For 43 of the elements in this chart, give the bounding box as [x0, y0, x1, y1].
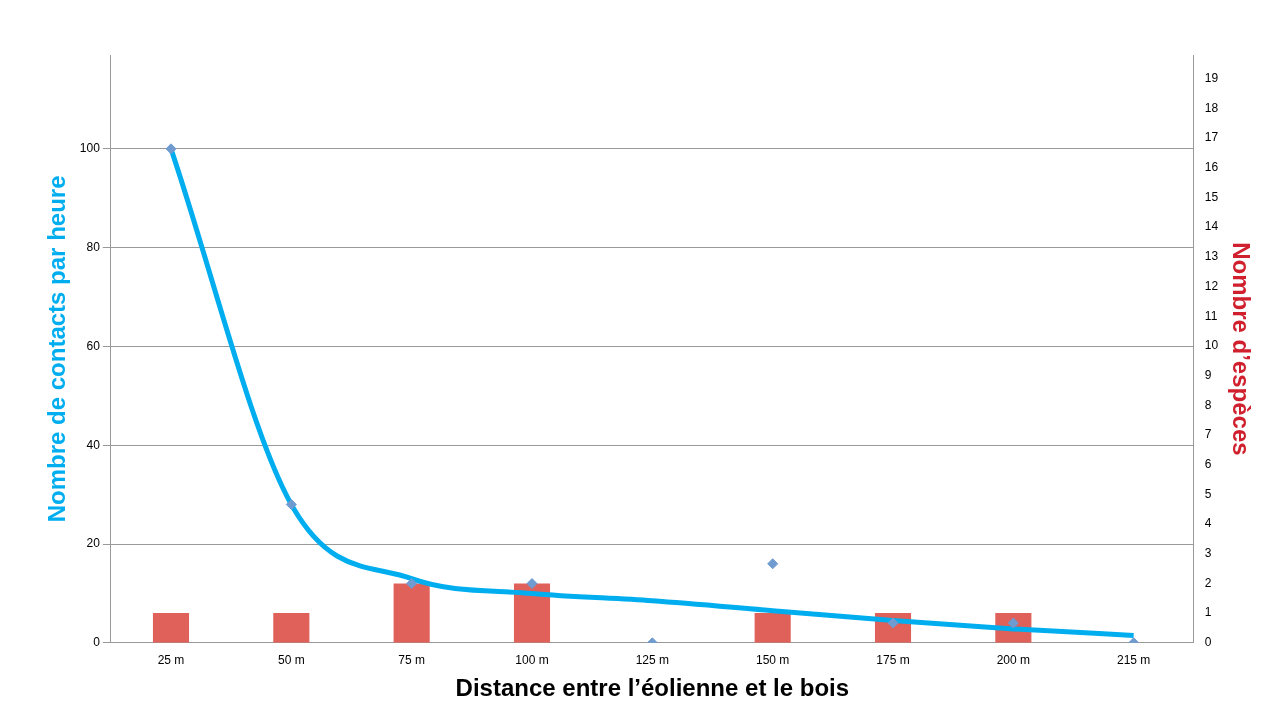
y-tick-label: 80 — [86, 239, 101, 254]
y2-tick-label: 9 — [1204, 367, 1212, 382]
y2-tick-label: 2 — [1204, 575, 1212, 590]
x-tick-label: 100 m — [515, 653, 549, 668]
y-tick-label: 0 — [93, 635, 101, 650]
y2-tick-label: 19 — [1204, 71, 1219, 86]
y-tick-label: 100 — [79, 141, 101, 156]
y2-tick-label: 11 — [1204, 308, 1218, 323]
point — [285, 498, 297, 510]
y2-tick-label: 5 — [1204, 486, 1212, 501]
y2-tick-label: 6 — [1204, 456, 1212, 471]
x-tick-label: 175 m — [876, 653, 910, 668]
y2-tick-label: 15 — [1204, 189, 1219, 204]
x-tick-label: 50 m — [277, 653, 305, 668]
y-tick-label: 20 — [86, 536, 101, 551]
y2-tick-label: 8 — [1204, 397, 1212, 412]
point — [165, 143, 177, 155]
y2-tick-label: 1 — [1204, 605, 1212, 620]
y2-tick-label: 3 — [1204, 546, 1212, 561]
x-tick-label: 150 m — [755, 653, 790, 668]
y2-tick-label: 10 — [1204, 338, 1219, 353]
y2-tick-label: 4 — [1204, 516, 1212, 531]
point — [526, 578, 538, 590]
y2-tick-label: 14 — [1204, 219, 1219, 234]
y-axis-title: Nombre de contacts par heure — [43, 175, 71, 523]
point — [767, 558, 779, 570]
y2-tick-label: 18 — [1204, 100, 1219, 115]
y2-tick-label: 13 — [1204, 249, 1219, 264]
y2-axis-title: Nombre d’espèces — [1227, 242, 1255, 456]
x-tick-label: 25 m — [157, 653, 185, 668]
y2-tick-label: 7 — [1204, 427, 1212, 442]
y2-tick-label: 17 — [1204, 130, 1219, 145]
y2-tick-label: 12 — [1204, 278, 1219, 293]
y2-tick-label: 16 — [1204, 160, 1219, 175]
y-tick-label: 60 — [86, 338, 101, 353]
y-tick-label: 40 — [86, 437, 101, 452]
x-axis-title: Distance entre l’éolienne et le bois — [455, 674, 850, 702]
point — [406, 578, 418, 590]
x-tick-label: 215 m — [1117, 653, 1151, 668]
x-tick-label: 200 m — [996, 653, 1031, 668]
x-tick-label: 125 m — [635, 653, 670, 668]
x-tick-label: 75 m — [398, 653, 426, 668]
y2-tick-label: 0 — [1204, 635, 1212, 650]
